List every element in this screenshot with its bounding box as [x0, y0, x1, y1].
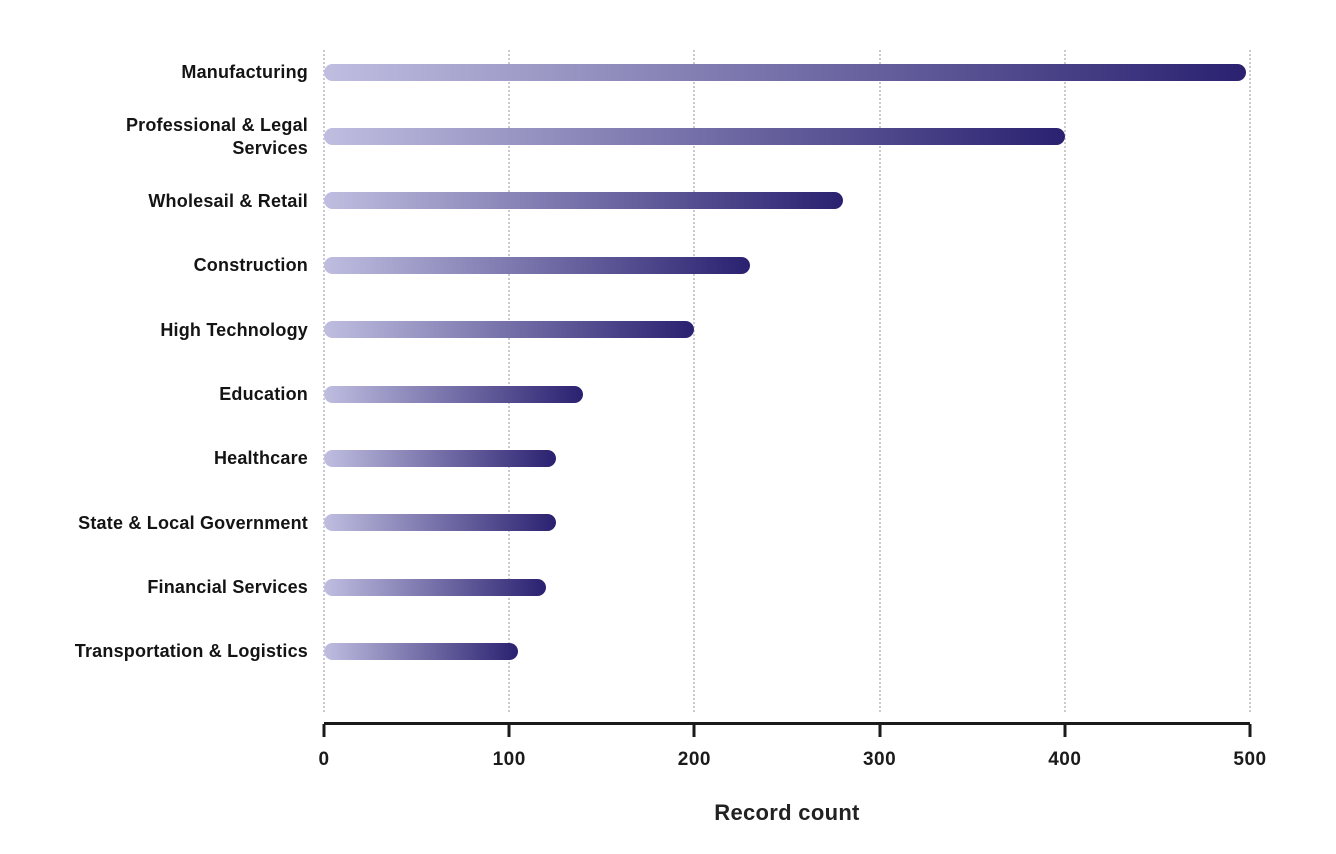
- x-tick-mark: [1063, 724, 1067, 737]
- bar: [324, 256, 750, 274]
- chart-row: Professional & Legal Services: [0, 104, 1336, 168]
- x-tick-label: 200: [677, 749, 711, 770]
- category-label: Financial Services: [147, 577, 308, 598]
- bar: [324, 63, 1247, 81]
- bar-track: [324, 192, 1250, 210]
- category-label: Construction: [193, 255, 308, 276]
- x-tick-mark: [507, 724, 511, 737]
- category-label: Manufacturing: [181, 61, 308, 82]
- bar: [324, 321, 695, 339]
- bar-track: [324, 256, 1250, 274]
- chart-row: High Technology: [0, 298, 1336, 362]
- chart-row: Construction: [0, 233, 1336, 297]
- bar: [324, 643, 519, 661]
- category-label: State & Local Government: [78, 512, 308, 533]
- category-label: Transportation & Logistics: [74, 641, 308, 662]
- chart-row: Financial Services: [0, 555, 1336, 619]
- chart-rows: Manufacturing Professional & Legal Servic…: [0, 40, 1336, 684]
- x-tick-label: 0: [318, 749, 330, 770]
- category-label: High Technology: [160, 319, 308, 340]
- x-axis: 0 100 200 300 400 500: [318, 722, 1266, 770]
- x-tick-label: 500: [1233, 749, 1267, 770]
- x-tick-label: 300: [862, 749, 897, 770]
- category-label: Professional & Legal Services: [125, 115, 308, 158]
- bar-track: [324, 450, 1250, 468]
- bar: [324, 450, 556, 468]
- chart-row: Healthcare: [0, 426, 1336, 490]
- bar: [324, 578, 547, 596]
- bar-track: [324, 128, 1250, 146]
- bar-track: [324, 643, 1250, 661]
- chart-row: Manufacturing: [0, 40, 1336, 104]
- x-axis-title: Record count: [714, 800, 860, 825]
- bar: [324, 514, 556, 532]
- bar-track: [324, 321, 1250, 339]
- x-tick-mark: [878, 724, 882, 737]
- category-label: Wholesail & Retail: [148, 190, 308, 211]
- x-tick-mark: [1248, 724, 1252, 737]
- bar: [324, 128, 1065, 146]
- chart-row: Wholesail & Retail: [0, 169, 1336, 233]
- bar: [324, 192, 843, 210]
- category-label: Healthcare: [213, 448, 308, 469]
- bar-track: [324, 63, 1250, 81]
- chart-row: Education: [0, 362, 1336, 426]
- bar-track: [324, 578, 1250, 596]
- category-label: Education: [219, 383, 308, 404]
- bar-track: [324, 385, 1250, 403]
- x-tick-mark: [322, 724, 326, 737]
- chart-row: Transportation & Logistics: [0, 620, 1336, 684]
- bar-track: [324, 514, 1250, 532]
- bar: [324, 385, 584, 403]
- x-tick-label: 100: [492, 749, 526, 770]
- x-tick-mark: [692, 724, 696, 737]
- x-tick-label: 400: [1048, 749, 1082, 770]
- chart-row: State & Local Government: [0, 491, 1336, 555]
